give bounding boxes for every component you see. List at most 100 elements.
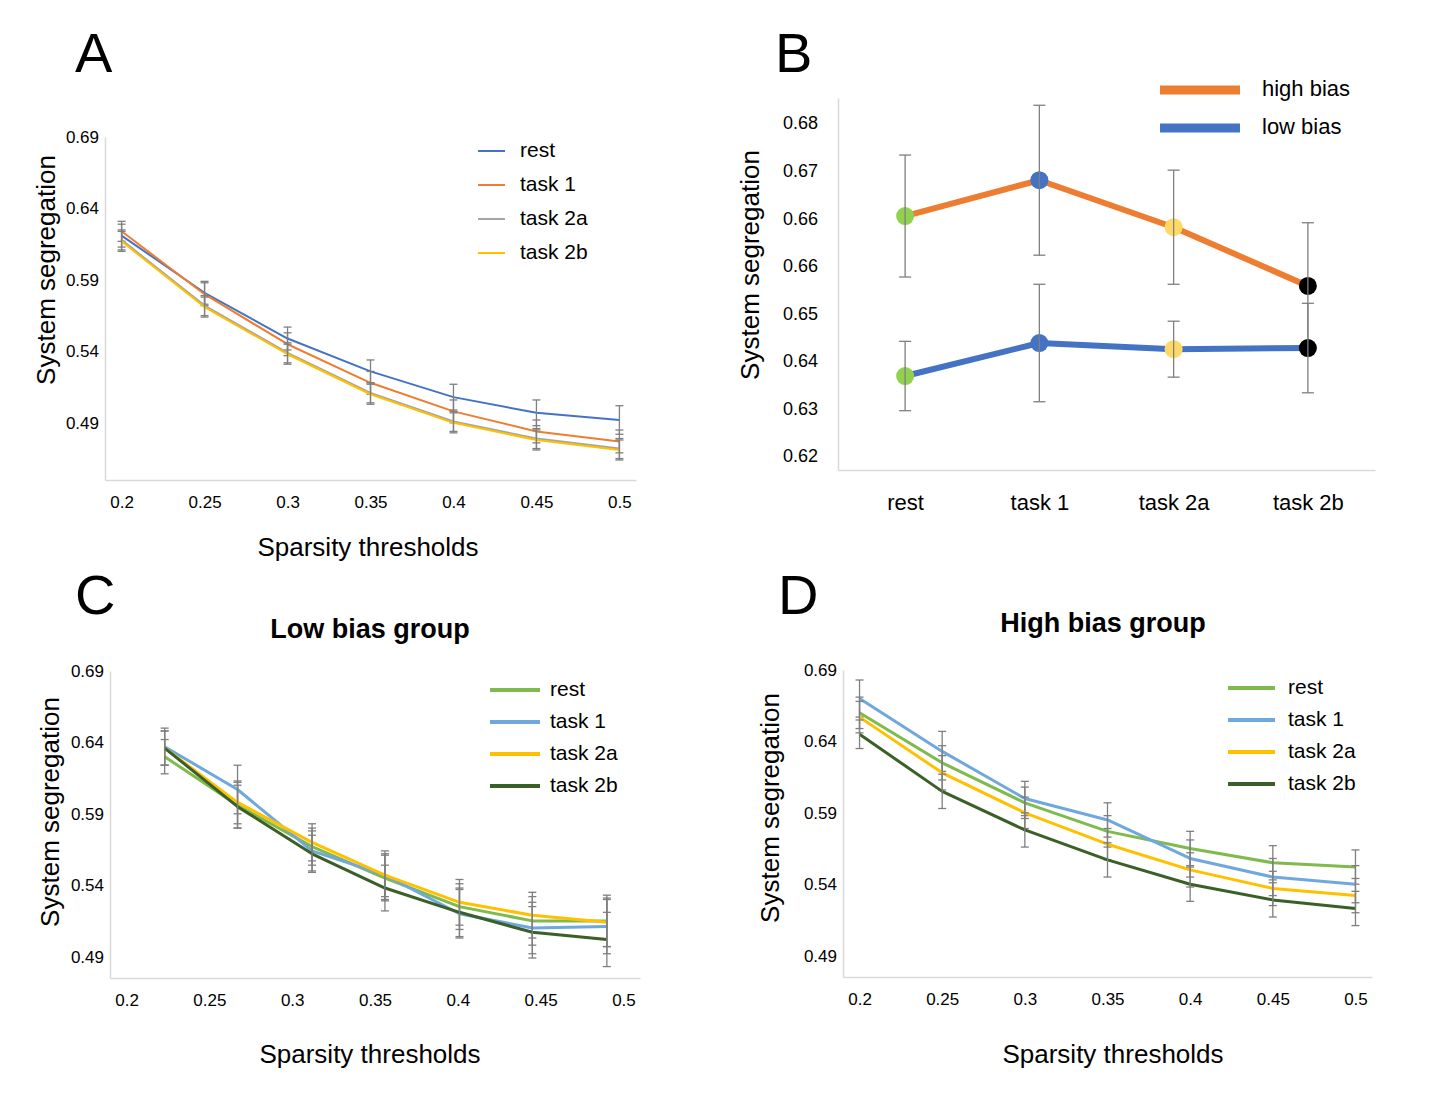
x-tick: 0.3 bbox=[1014, 977, 1038, 1009]
error-bar-cap bbox=[118, 251, 126, 252]
x-tick: rest bbox=[887, 470, 924, 515]
legend-label: task 1 bbox=[1288, 707, 1344, 730]
error-bar-stem bbox=[164, 731, 165, 765]
error-bar-cap bbox=[367, 371, 375, 372]
error-bar-stem bbox=[459, 888, 460, 937]
error-bar-cap bbox=[455, 879, 463, 880]
error-bar bbox=[528, 907, 536, 958]
y-axis-title: System segregation bbox=[31, 155, 61, 385]
error-bar-cap bbox=[1021, 781, 1029, 782]
legend-label: task 1 bbox=[550, 709, 606, 732]
series-line bbox=[860, 699, 1356, 885]
legend-item: rest bbox=[478, 138, 555, 161]
x-axis: 0.20.250.30.350.40.450.5 bbox=[844, 977, 1373, 1009]
error-bar-cap bbox=[938, 755, 946, 756]
y-tick: 0.64 bbox=[804, 732, 843, 751]
x-tick: 0.5 bbox=[1344, 977, 1368, 1009]
legend-item: task 2a bbox=[1228, 739, 1356, 762]
error-bar-cap bbox=[201, 296, 209, 297]
x-tick: 0.4 bbox=[1179, 977, 1203, 1009]
error-bar bbox=[1269, 883, 1277, 917]
error-bar-stem bbox=[453, 413, 454, 433]
error-bar-stem bbox=[1024, 813, 1025, 847]
legend-swatch bbox=[1228, 750, 1275, 754]
y-axis: 0.620.630.640.650.660.660.670.68 bbox=[783, 99, 839, 471]
legend-label: rest bbox=[520, 138, 555, 161]
error-bar-cap bbox=[284, 344, 292, 345]
legend-swatch bbox=[490, 688, 540, 692]
y-axis-line bbox=[110, 672, 112, 979]
error-bar bbox=[856, 720, 864, 749]
y-tick: 0.67 bbox=[783, 161, 838, 181]
x-tick-label: rest bbox=[887, 490, 924, 515]
error-bar bbox=[1351, 891, 1359, 925]
x-tick-label: 0.3 bbox=[281, 991, 305, 1010]
x-tick: 0.5 bbox=[612, 978, 636, 1010]
series bbox=[118, 224, 624, 434]
error-bar-cap bbox=[1104, 876, 1112, 877]
error-bar-cap bbox=[1269, 882, 1277, 883]
error-bar-cap bbox=[118, 231, 126, 232]
series bbox=[856, 680, 1360, 903]
x-tick: 0.2 bbox=[848, 977, 872, 1009]
x-tick: 0.25 bbox=[926, 977, 959, 1009]
error-bar bbox=[1033, 284, 1045, 401]
error-bar-cap bbox=[615, 439, 623, 440]
y-axis-line bbox=[843, 671, 845, 978]
error-bar-cap bbox=[938, 808, 946, 809]
error-bar bbox=[532, 430, 540, 450]
error-bar-cap bbox=[161, 765, 169, 766]
error-bar bbox=[161, 731, 169, 765]
error-bar-cap bbox=[528, 957, 536, 958]
error-bar-cap bbox=[201, 282, 209, 283]
x-tick: 0.35 bbox=[1091, 977, 1124, 1009]
error-bar-cap bbox=[234, 785, 242, 786]
y-tick-label: 0.59 bbox=[71, 805, 104, 824]
error-bar-stem bbox=[1173, 170, 1174, 284]
legend-swatch bbox=[1228, 686, 1275, 690]
error-bar-cap bbox=[1033, 255, 1045, 256]
legend-swatch bbox=[490, 784, 540, 788]
error-bar-stem bbox=[237, 785, 238, 828]
y-axis: 0.490.540.590.640.69 bbox=[66, 128, 106, 481]
error-bar-cap bbox=[856, 748, 864, 749]
error-bar-cap bbox=[532, 429, 540, 430]
error-bar bbox=[284, 344, 292, 364]
error-bar-cap bbox=[1302, 392, 1314, 393]
error-bar-cap bbox=[234, 827, 242, 828]
error-bar bbox=[161, 728, 169, 765]
y-tick: 0.66 bbox=[783, 209, 838, 229]
error-bar bbox=[615, 440, 623, 460]
x-tick-label: 0.45 bbox=[525, 991, 558, 1010]
error-bar-cap bbox=[603, 966, 611, 967]
error-bar bbox=[455, 888, 463, 937]
y-tick-label: 0.65 bbox=[783, 304, 818, 324]
y-axis: 0.490.540.590.640.69 bbox=[804, 661, 844, 978]
error-bar-cap bbox=[1186, 831, 1194, 832]
error-bar-cap bbox=[381, 910, 389, 911]
x-tick: 0.35 bbox=[359, 978, 392, 1010]
x-tick-label: 0.35 bbox=[359, 991, 392, 1010]
y-tick: 0.49 bbox=[804, 947, 843, 966]
error-bar-cap bbox=[1269, 871, 1277, 872]
x-tick: 0.2 bbox=[110, 480, 134, 512]
error-bar-stem bbox=[1173, 321, 1174, 377]
error-bar-cap bbox=[449, 411, 457, 412]
x-tick-label: task 1 bbox=[1011, 490, 1070, 515]
figure: 0.2 0.25 0.3 0.35 0.4 0.45 0.5 0.490.540.590.64… bbox=[0, 0, 1430, 1103]
legend-item: task 2b bbox=[1228, 771, 1356, 794]
x-tick: 0.5 bbox=[608, 480, 632, 512]
error-bar-cap bbox=[449, 384, 457, 385]
error-bar bbox=[1033, 105, 1045, 255]
series bbox=[856, 697, 1360, 884]
x-tick: 0.35 bbox=[354, 480, 387, 512]
error-bar bbox=[899, 155, 911, 277]
x-tick-label: 0.3 bbox=[276, 493, 300, 512]
y-tick-label: 0.62 bbox=[783, 446, 818, 466]
series-line bbox=[860, 717, 1356, 895]
error-bar-cap bbox=[1269, 858, 1277, 859]
series bbox=[896, 284, 1317, 410]
error-bar-stem bbox=[370, 384, 371, 404]
plot-area bbox=[896, 105, 1317, 410]
x-tick-label: 0.5 bbox=[612, 991, 636, 1010]
